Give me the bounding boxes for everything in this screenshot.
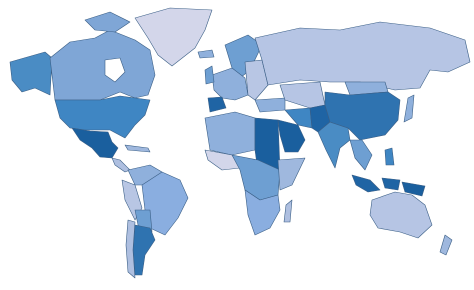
- australia: [369, 191, 433, 239]
- uk: [204, 65, 215, 85]
- russia: [254, 21, 471, 91]
- caribbean: [124, 144, 151, 153]
- west-africa: [204, 149, 241, 171]
- iceland: [197, 49, 215, 59]
- mexico: [71, 127, 119, 159]
- japan: [403, 94, 415, 123]
- hudson-bay: [104, 57, 126, 83]
- madagascar: [283, 199, 293, 223]
- indonesia-west: [351, 174, 381, 193]
- eastern-europe: [244, 59, 269, 101]
- western-europe: [211, 67, 249, 101]
- central-america: [111, 157, 131, 173]
- philippines: [384, 147, 395, 166]
- alaska: [9, 51, 53, 96]
- papua: [401, 181, 426, 197]
- turkey: [254, 97, 286, 113]
- southeast-asia: [349, 139, 373, 171]
- spain: [207, 96, 227, 113]
- china: [324, 91, 401, 141]
- indonesia-east: [381, 177, 401, 191]
- canada-islands: [84, 11, 131, 33]
- horn-of-africa: [277, 157, 306, 191]
- new-zealand: [439, 234, 453, 256]
- united-states: [54, 95, 151, 139]
- chile: [125, 219, 136, 279]
- greenland: [134, 7, 213, 67]
- north-africa: [204, 111, 256, 156]
- southern-africa: [244, 189, 281, 236]
